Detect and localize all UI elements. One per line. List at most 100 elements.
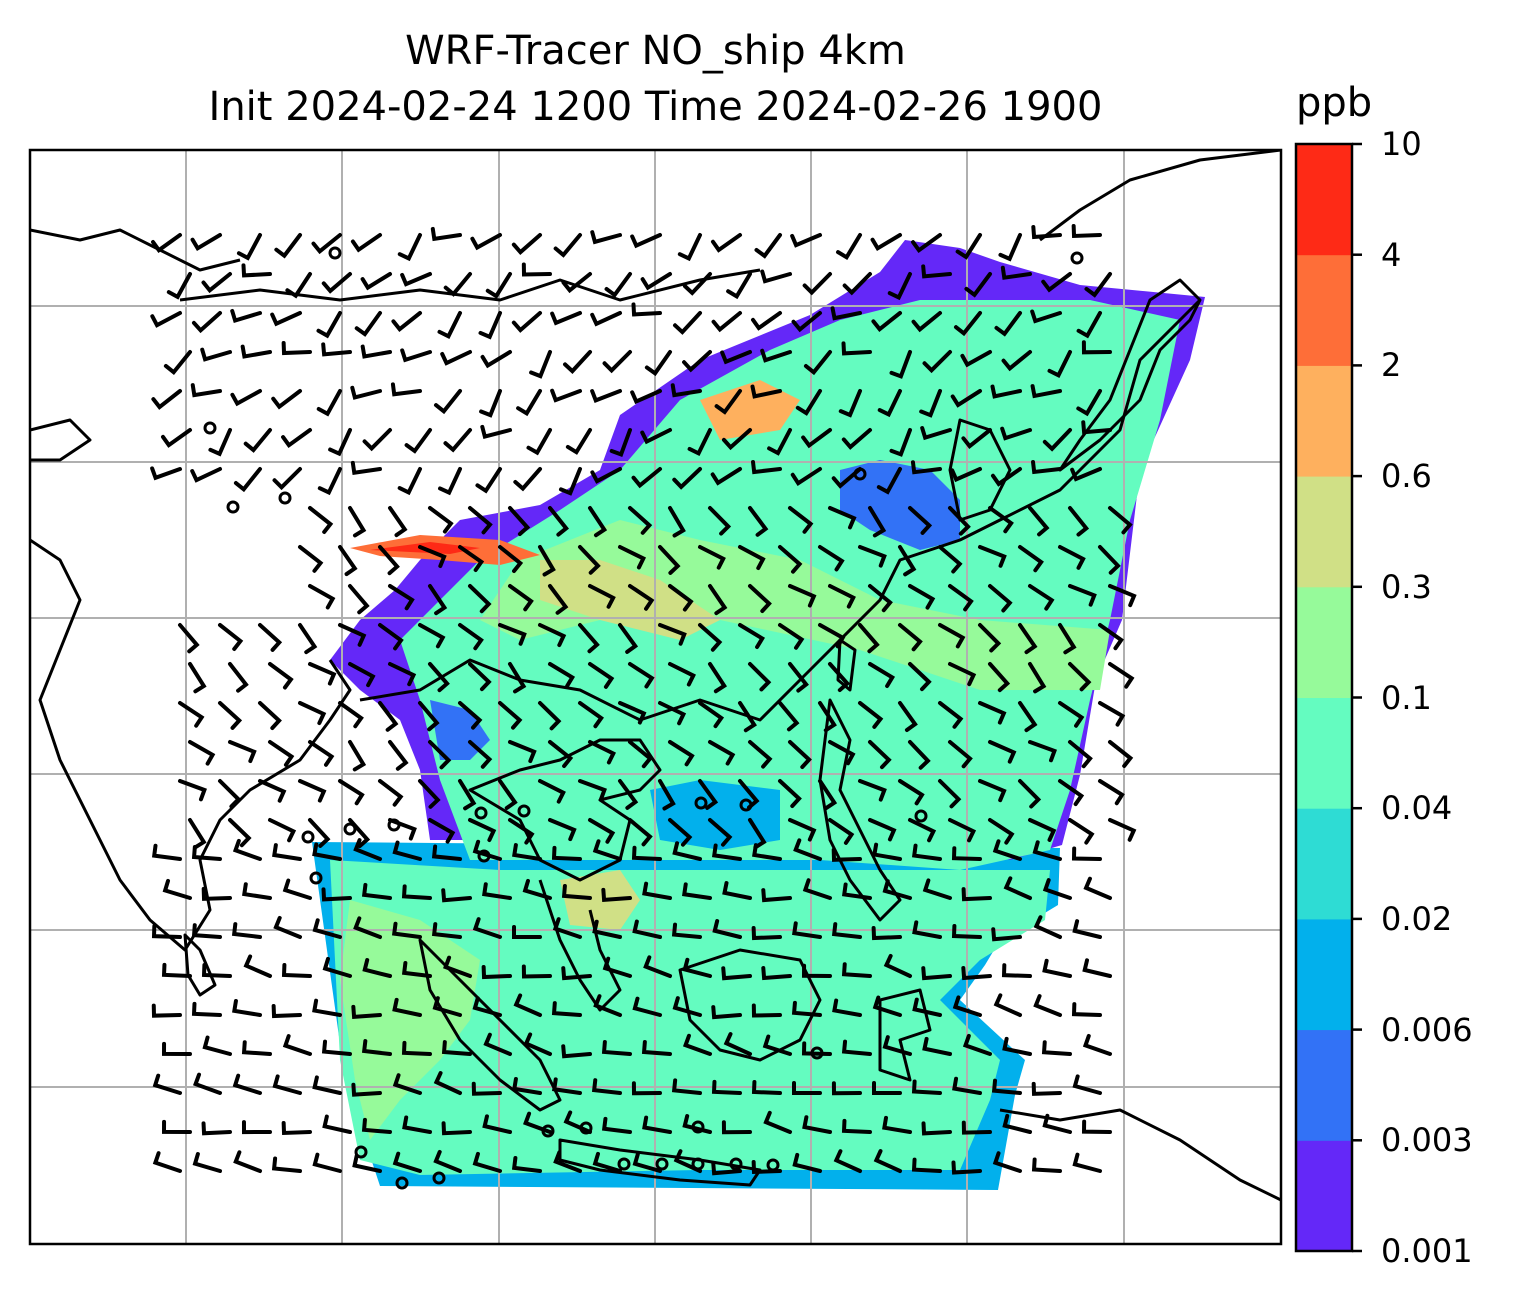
wind-barb <box>521 964 552 979</box>
wind-barb <box>430 226 462 242</box>
wind-barb <box>440 350 472 366</box>
wind-barb <box>472 996 502 1017</box>
wind-barb <box>298 623 318 655</box>
wind-barb <box>588 662 615 689</box>
wind-barb <box>281 341 312 356</box>
wind-barb <box>526 428 552 456</box>
wind-barb <box>988 818 1015 845</box>
wind-barb <box>258 623 283 652</box>
colorbar-band <box>1296 697 1352 809</box>
wind-barb <box>268 818 297 843</box>
wind-barb <box>628 506 653 535</box>
wind-barb <box>644 350 672 377</box>
wind-barb <box>178 623 200 654</box>
calm-wind-marker <box>474 806 488 820</box>
wind-barb <box>272 467 302 491</box>
wind-barb <box>1068 740 1093 769</box>
colorbar-tick-label: 0.001 <box>1381 1232 1473 1270</box>
coastline-newguinea <box>999 1108 1281 1202</box>
wind-barb <box>470 233 502 251</box>
wind-barb <box>1108 740 1134 768</box>
coastline-srilanka <box>183 933 217 997</box>
wind-barb <box>588 818 616 844</box>
wind-barb <box>188 662 207 694</box>
wind-barb <box>348 662 376 688</box>
wind-barb <box>708 584 728 616</box>
wind-barb <box>818 623 846 649</box>
wind-barb <box>468 506 493 535</box>
wind-barb <box>1032 840 1062 861</box>
wind-barb <box>1028 506 1050 537</box>
wind-barb <box>230 308 262 324</box>
wind-barb <box>1098 623 1125 651</box>
wind-barb <box>711 1005 742 1020</box>
wind-barb <box>561 1044 592 1059</box>
wind-barb <box>748 662 772 692</box>
wind-barb <box>258 779 287 803</box>
calm-wind-marker <box>301 830 315 844</box>
wind-barb <box>673 311 702 335</box>
wind-barb <box>992 839 1022 861</box>
wind-barb <box>841 1118 872 1134</box>
calm-wind-marker <box>766 1158 780 1172</box>
wind-barb <box>498 779 518 811</box>
wind-barb <box>751 311 782 331</box>
wind-barb <box>590 311 622 327</box>
wind-barb <box>308 506 334 534</box>
wind-barb <box>708 740 736 766</box>
wind-barb <box>272 1074 302 1095</box>
wind-barb <box>618 623 639 654</box>
calm-wind-marker <box>694 796 708 810</box>
wind-barb <box>578 701 604 729</box>
map-subtitle: Init 2024-02-24 1200 Time 2024-02-26 190… <box>208 84 1103 130</box>
wind-barb <box>873 1149 902 1173</box>
wind-barb <box>443 272 472 297</box>
wind-barb <box>912 997 942 1017</box>
wind-barb <box>428 506 454 534</box>
wind-barb <box>233 1150 262 1173</box>
wind-barb <box>472 839 502 861</box>
wind-barb <box>353 916 382 939</box>
wind-barb <box>1042 878 1072 900</box>
calm-wind-marker <box>309 871 323 885</box>
wind-barb <box>868 506 887 538</box>
wind-barb <box>268 662 294 690</box>
wind-barb <box>831 1081 862 1096</box>
wind-barb <box>791 1000 822 1017</box>
wind-barb <box>150 311 182 328</box>
wind-barb <box>401 884 432 900</box>
wind-barb <box>388 584 415 611</box>
wind-barb <box>308 584 336 610</box>
wind-barb <box>898 545 917 577</box>
wind-barb <box>1003 876 1032 900</box>
wind-barb <box>642 1115 672 1134</box>
wind-barb <box>516 389 542 417</box>
colorbar-band <box>1296 254 1352 366</box>
wind-barb <box>441 1121 472 1136</box>
colorbar-tick-label: 0.02 <box>1381 899 1453 938</box>
wind-barb <box>988 740 1017 764</box>
coastline-mongolia <box>179 268 761 302</box>
wind-barb <box>498 545 524 574</box>
wind-barb <box>1098 701 1126 727</box>
calm-wind-marker <box>691 1157 705 1171</box>
wind-barb <box>720 350 752 365</box>
wind-barb <box>682 882 712 900</box>
wind-barb <box>298 701 327 726</box>
wind-barb <box>592 839 622 861</box>
wind-barb <box>871 311 902 332</box>
calm-wind-marker <box>432 1171 446 1185</box>
wind-barb <box>868 662 896 688</box>
wind-barb <box>908 584 936 610</box>
wind-barb <box>618 701 647 725</box>
wind-barb <box>428 584 448 616</box>
wind-barb <box>548 506 569 537</box>
wind-barb <box>508 662 527 694</box>
wind-barb <box>761 966 792 981</box>
wind-barb <box>191 845 222 861</box>
wind-barb <box>889 428 912 457</box>
wind-barb <box>200 347 232 362</box>
wind-barb <box>201 272 232 294</box>
wind-barb <box>282 878 312 900</box>
